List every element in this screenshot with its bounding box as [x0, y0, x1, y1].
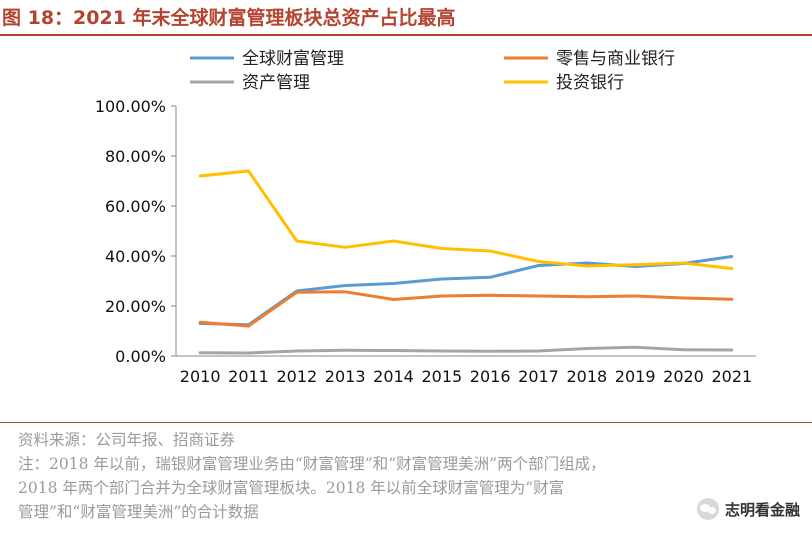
footnote-line-1: 注：2018 年以前，瑞银财富管理业务由“财富管理”和“财富管理美洲”两个部门组…	[18, 455, 606, 473]
x-tick-label: 2017	[518, 367, 559, 386]
watermark: 志明看金融	[692, 496, 804, 522]
chart-notes: 资料来源：公司年报、招商证券 注：2018 年以前，瑞银财富管理业务由“财富管理…	[18, 428, 808, 524]
series-line-3	[198, 169, 734, 270]
y-tick-label: 100.00%	[95, 97, 166, 116]
series-line-1	[198, 290, 734, 328]
top-divider	[0, 34, 812, 36]
x-tick-label: 2018	[566, 367, 607, 386]
y-tick-label: 20.00%	[105, 297, 166, 316]
series-line-0	[198, 255, 734, 327]
x-tick-label: 2019	[615, 367, 656, 386]
wechat-icon	[696, 498, 719, 520]
series-line-2	[198, 345, 734, 355]
x-tick-label: 2014	[373, 367, 414, 386]
legend-label: 零售与商业银行	[556, 49, 675, 69]
y-tick-label: 40.00%	[105, 247, 166, 266]
bottom-divider	[0, 422, 812, 423]
y-tick-label: 0.00%	[115, 347, 166, 366]
footnote-line-2: 2018 年两个部门合并为全球财富管理板块。2018 年以前全球财富管理为“财富	[18, 479, 565, 497]
y-tick-label: 60.00%	[105, 197, 166, 216]
watermark-text: 志明看金融	[724, 500, 800, 519]
figure-title: 图 18：2021 年末全球财富管理板块总资产占比最高	[2, 7, 456, 29]
x-tick-label: 2012	[276, 367, 317, 386]
x-tick-label: 2021	[711, 367, 752, 386]
x-tick-label: 2015	[421, 367, 462, 386]
legend-label: 资产管理	[242, 73, 310, 93]
x-tick-label: 2011	[228, 367, 269, 386]
x-tick-label: 2016	[470, 367, 511, 386]
legend-label: 全球财富管理	[242, 49, 344, 69]
y-axis: 0.00% 20.00% 40.00% 60.00% 80.00% 100.00%	[95, 97, 177, 366]
x-axis: 2010 2011 2012 2013 2014 2015 2016 2017 2018 2019…	[176, 355, 756, 386]
footnote-line-3: 管理”和“财富管理美洲”的合计数据	[18, 503, 259, 521]
legend-label: 投资银行	[556, 73, 624, 93]
y-tick-label: 80.00%	[105, 147, 166, 166]
x-tick-label: 2013	[325, 367, 366, 386]
x-tick-label: 2020	[663, 367, 704, 386]
x-tick-label: 2010	[180, 367, 221, 386]
source-note: 资料来源：公司年报、招商证券	[18, 431, 236, 449]
chart-series	[198, 169, 734, 355]
